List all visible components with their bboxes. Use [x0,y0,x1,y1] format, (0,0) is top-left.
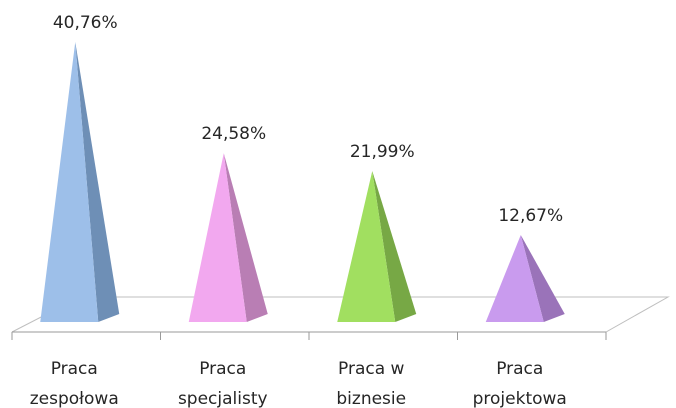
pyramid-side-2 [223,153,268,322]
category-label: specjalisty [178,389,268,408]
pyramid-series [40,42,565,322]
category-axis: Praca zespołowa Praca specjalisty Praca w biz… [11,332,607,408]
category-label: Praca [51,359,98,379]
pyramid-side-1 [75,42,120,322]
pyramid-front-4 [485,234,544,322]
data-labels: 40,76% 24,58% 21,99% 12,67% [53,13,563,226]
data-label: 40,76% [53,13,118,33]
pyramid-side-3 [372,170,417,322]
data-label: 24,58% [201,124,266,144]
pyramid-side-4 [520,234,565,322]
category-label: Praca [199,359,246,379]
data-label: 21,99% [350,142,415,162]
category-label: Praca w [338,359,405,379]
category-label: projektowa [473,389,567,408]
category-label: biznesie [336,389,406,408]
category-label: Praca [496,359,543,379]
pyramid-front-2 [188,153,247,322]
data-label: 12,67% [498,206,563,226]
category-label: zespołowa [30,389,119,408]
pyramid-front-3 [337,170,396,322]
pyramid-front-1 [40,42,99,322]
